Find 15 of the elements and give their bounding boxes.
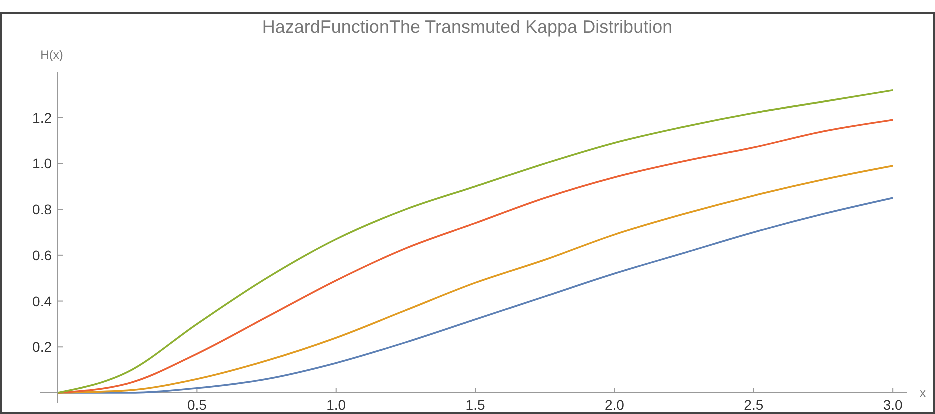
x-tick-label: 3.0: [883, 397, 904, 413]
y-tick-label: 0.2: [32, 339, 52, 356]
x-tick-label: 2.0: [604, 397, 625, 413]
x-tick-label: 2.5: [744, 397, 764, 413]
chart-title: HazardFunctionThe Transmuted Kappa Distribution: [262, 17, 673, 37]
x-tick-label: 1.5: [466, 397, 486, 413]
y-tick-label: 0.8: [32, 202, 52, 218]
y-axis-title: H(x): [40, 48, 64, 62]
y-tick-label: 1.2: [32, 110, 52, 126]
y-tick-label: 0.6: [32, 247, 52, 264]
y-tick-label: 1.0: [32, 156, 52, 172]
x-axis-title: x: [920, 386, 926, 400]
x-tick-label: 1.0: [326, 397, 346, 413]
y-tick-label: 0.4: [32, 293, 52, 310]
x-tick-label: 0.5: [187, 397, 208, 413]
